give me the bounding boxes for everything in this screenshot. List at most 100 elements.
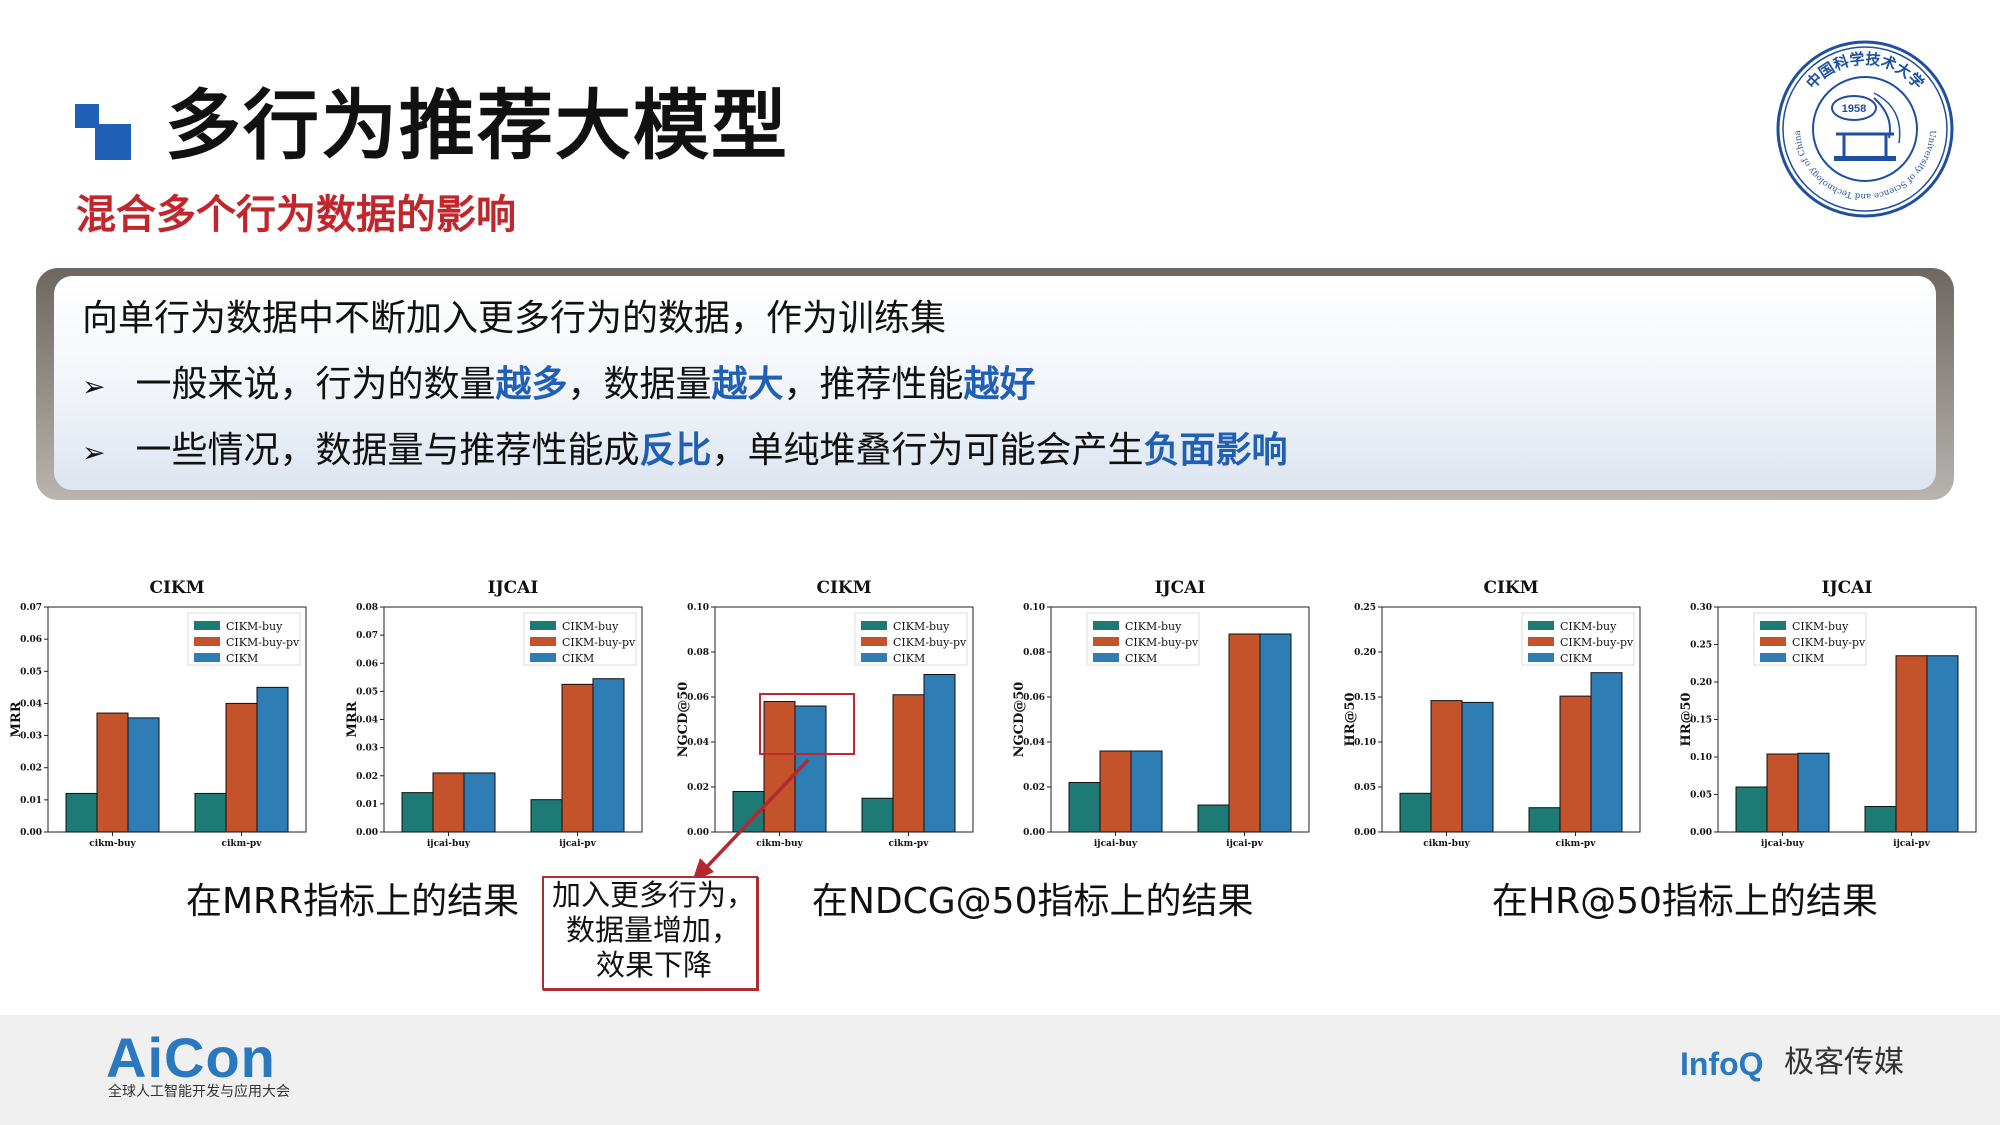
bar-cikm-pv-CIKM <box>923 674 956 833</box>
hr-charts: CIKM HR@50 0.00 0.05 0.10 0.15 0.20 0.25 cikm-bu… <box>1343 578 1977 849</box>
legend-label: CIKM-buy-pv <box>226 636 300 649</box>
infoq-logo: InfoQ <box>1680 1046 1764 1082</box>
bar-ijcai-buy-CIKM-buy-pv <box>1766 753 1799 833</box>
bar-cikm-pv-CIKM <box>256 686 289 833</box>
y-tick-label: 0.08 <box>356 603 378 613</box>
legend: CIKM-buy CIKM-buy-pv CIKM <box>854 612 968 666</box>
y-tick-label: 0.05 <box>356 687 378 697</box>
bar-ijcai-pv-CIKM <box>592 678 625 833</box>
footer <box>0 1015 2000 1125</box>
bullet-arrow-icon: ➢ <box>82 370 106 403</box>
y-tick-label: 0.00 <box>1354 828 1376 838</box>
page-subtitle: 混合多个行为数据的影响 <box>76 192 516 238</box>
legend-swatch <box>194 621 220 630</box>
legend-swatch <box>1760 637 1786 646</box>
x-tick-label: ijcai-buy <box>427 839 471 849</box>
y-tick-label: 0.00 <box>1023 828 1045 838</box>
chart-title: IJCAI <box>1155 578 1206 598</box>
legend: CIKM-buy CIKM-buy-pv CIKM <box>1753 612 1867 666</box>
bar-cikm-pv-CIKM-buy <box>861 797 894 833</box>
legend-swatch <box>861 621 887 630</box>
y-tick-label: 0.04 <box>20 699 42 709</box>
note-line-1: 加入更多行为， <box>552 878 756 912</box>
y-tick-label: 0.08 <box>1023 648 1045 658</box>
callout-bullet-2: ➢ 一些情况，数据量与推荐性能成反比，单纯堆叠行为可能会产生负面影响 <box>82 429 1288 472</box>
bullet-1-highlight-c: 越好 <box>963 364 1036 405</box>
legend-label: CIKM-buy-pv <box>1560 636 1634 649</box>
legend-swatch <box>861 637 887 646</box>
y-tick-label: 0.06 <box>20 635 42 645</box>
y-tick-label: 0.07 <box>356 631 378 641</box>
legend-swatch <box>1093 653 1119 662</box>
mrr-charts: CIKM MRR 0.00 0.01 0.02 0.03 0.04 0.05 0.06 0.07 c… <box>9 578 643 849</box>
legend: CIKM-buy CIKM-buy-pv CIKM <box>1521 612 1635 666</box>
legend-swatch <box>1528 621 1554 630</box>
legend-label: CIKM <box>1560 652 1592 665</box>
y-tick-label: 0.00 <box>356 828 378 838</box>
chart-3: IJCAI NGCD@50 0.00 0.02 0.04 0.06 0.08 0.10 ijca… <box>1012 578 1310 849</box>
chart-1: IJCAI MRR 0.00 0.01 0.02 0.03 0.04 0.05 0.06 0.07… <box>345 578 643 849</box>
legend-swatch <box>1760 653 1786 662</box>
y-tick-label: 0.25 <box>1690 641 1712 651</box>
aicon-logo: AiCon <box>106 1026 276 1089</box>
chart-group-hr: CIKM HR@50 0.00 0.05 0.10 0.15 0.20 0.25 cikm-bu… <box>1340 562 2000 892</box>
y-tick-label: 0.03 <box>356 744 378 754</box>
x-tick-label: ijcai-buy <box>1761 839 1805 849</box>
y-tick-label: 0.00 <box>687 828 709 838</box>
bar-cikm-pv-CIKM-buy-pv <box>892 694 925 833</box>
x-tick-label: ijcai-buy <box>1094 839 1138 849</box>
y-tick-label: 0.04 <box>1023 738 1045 748</box>
legend-swatch <box>530 637 556 646</box>
y-tick-label: 0.06 <box>1023 693 1045 703</box>
chart-5: IJCAI HR@50 0.00 0.05 0.10 0.15 0.20 0.25 0.30 ij… <box>1679 578 1977 849</box>
chart-title: IJCAI <box>1822 578 1873 598</box>
bar-cikm-pv-CIKM-buy <box>194 792 227 833</box>
page-title: 多行为推荐大模型 <box>165 81 789 170</box>
ndcg-charts: CIKM NGCD@50 0.00 0.02 0.04 0.06 0.08 0.10 cikm-… <box>676 578 1310 849</box>
legend-swatch <box>861 653 887 662</box>
legend-label: CIKM <box>1792 652 1824 665</box>
bar-ijcai-pv-CIKM <box>1259 633 1292 833</box>
chart-title: CIKM <box>1483 578 1538 598</box>
legend-label: CIKM <box>1125 652 1157 665</box>
legend-swatch <box>1760 621 1786 630</box>
chart-title: IJCAI <box>488 578 539 598</box>
y-tick-label: 0.02 <box>356 772 378 782</box>
y-tick-label: 0.04 <box>356 716 378 726</box>
y-tick-label: 0.07 <box>20 603 42 613</box>
y-axis-label: MRR <box>9 701 24 737</box>
y-tick-label: 0.15 <box>1690 716 1712 726</box>
chart-title: CIKM <box>149 578 204 598</box>
university-seal-logo: 中国科学技术大学 University of Science and Techn… <box>1776 40 1954 218</box>
bullet-2-highlight-b: 负面影响 <box>1143 430 1288 471</box>
bar-ijcai-pv-CIKM-buy <box>1197 804 1230 833</box>
bullet-1-highlight-a: 越多 <box>495 364 568 405</box>
y-tick-label: 0.20 <box>1690 678 1712 688</box>
y-tick-label: 0.00 <box>20 828 42 838</box>
legend: CIKM-buy CIKM-buy-pv CIKM <box>1086 612 1200 666</box>
legend-swatch <box>194 637 220 646</box>
bar-ijcai-buy-CIKM-buy-pv <box>1099 750 1132 833</box>
bar-ijcai-pv-CIKM-buy-pv <box>1228 633 1261 833</box>
x-tick-label: cikm-pv <box>222 839 263 849</box>
legend-label: CIKM-buy-pv <box>1792 636 1866 649</box>
chart-2: CIKM NGCD@50 0.00 0.02 0.04 0.06 0.08 0.10 cikm-… <box>676 578 974 849</box>
y-tick-label: 0.06 <box>356 659 378 669</box>
y-axis-label: NGCD@50 <box>1012 682 1027 758</box>
chart-group-mrr: CIKM MRR 0.00 0.01 0.02 0.03 0.04 0.05 0.06 0.07 c… <box>6 562 668 892</box>
x-tick-label: cikm-buy <box>89 839 136 849</box>
y-tick-label: 0.03 <box>20 732 42 742</box>
bullet-1-text-c: ，推荐性能 <box>783 364 964 405</box>
legend-swatch <box>194 653 220 662</box>
caption-hr: 在HR@50指标上的结果 <box>1492 881 1878 922</box>
y-tick-label: 0.06 <box>687 693 709 703</box>
geek-media-logo: 极客传媒 <box>1784 1045 1904 1080</box>
legend-label: CIKM-buy <box>226 620 283 633</box>
legend-swatch <box>530 653 556 662</box>
y-tick-label: 0.05 <box>1354 783 1376 793</box>
x-tick-label: cikm-buy <box>756 839 803 849</box>
y-tick-label: 0.01 <box>20 796 42 806</box>
x-tick-label: cikm-buy <box>1423 839 1470 849</box>
bar-ijcai-pv-CIKM-buy <box>1864 806 1897 833</box>
legend-swatch <box>1093 637 1119 646</box>
